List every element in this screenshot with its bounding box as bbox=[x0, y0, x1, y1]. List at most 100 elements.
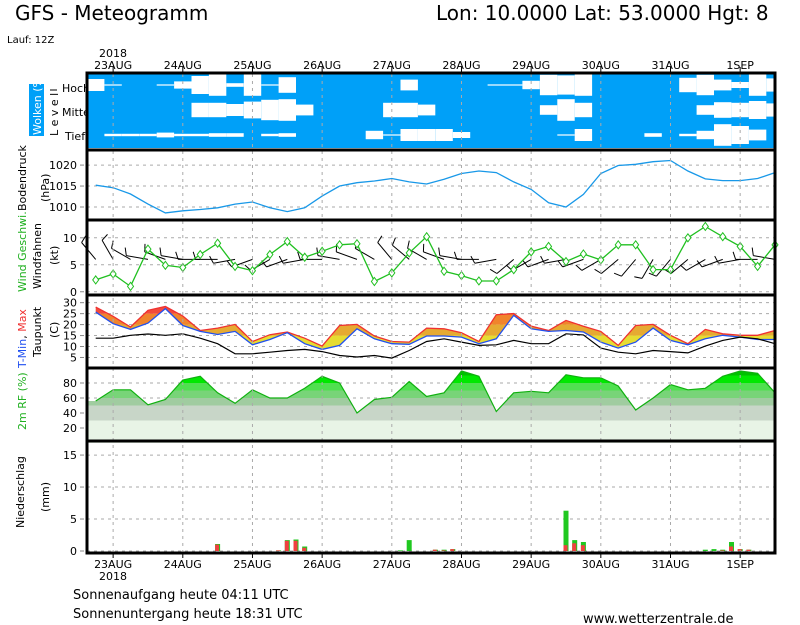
precip-conv-bar bbox=[284, 540, 289, 551]
wind-barb bbox=[423, 251, 445, 260]
wind-barb-feather bbox=[111, 240, 114, 249]
wind-speed-point bbox=[492, 276, 500, 286]
wind-speed-point bbox=[423, 231, 431, 242]
pressure-tick-label: 1010 bbox=[49, 201, 77, 214]
precip-total-bar bbox=[441, 549, 447, 551]
wind-barb-feather bbox=[175, 251, 179, 260]
wind-tick-label: 0 bbox=[70, 286, 77, 299]
precip-conv-bar bbox=[276, 550, 281, 551]
cloud-clear-hoch bbox=[278, 77, 296, 93]
date-label-top: 1SEP bbox=[726, 59, 754, 72]
precip-conv-bar bbox=[441, 550, 446, 551]
cloud-clear-hoch bbox=[731, 82, 749, 88]
date-label-bottom: 26AUG bbox=[303, 558, 341, 571]
cloud-clear-mittel bbox=[226, 104, 244, 116]
wind-speed-point bbox=[370, 276, 379, 287]
cloud-clear-mittel bbox=[296, 104, 314, 116]
cloud-clear-hoch bbox=[191, 76, 209, 94]
cloud-clear-tief bbox=[139, 133, 157, 137]
tmax-label: Max bbox=[16, 309, 29, 332]
page-title: GFS - Meteogramm bbox=[15, 1, 208, 25]
cloud-clear-tief bbox=[261, 133, 279, 137]
site-link[interactable]: www.wetterzentrale.de bbox=[583, 612, 733, 625]
wind-barb bbox=[544, 258, 567, 264]
precip-total-bar bbox=[711, 549, 717, 551]
tmax-line bbox=[95, 305, 776, 347]
cloud-clear-mittel bbox=[539, 105, 558, 115]
wind-barb-feather bbox=[316, 247, 319, 256]
wind-tick-label: 10 bbox=[63, 232, 77, 245]
cloud-clear-hoch bbox=[557, 75, 575, 95]
cloud-clear-hoch bbox=[574, 74, 593, 96]
grid bbox=[80, 164, 775, 552]
wind-barb bbox=[601, 259, 619, 274]
wind-barb bbox=[101, 240, 114, 260]
wind-barb bbox=[355, 247, 375, 260]
rh-tick-label: 20 bbox=[63, 422, 77, 435]
wind-speed-point bbox=[231, 261, 239, 272]
cloud-clear-tief bbox=[574, 129, 593, 141]
temp-unit-label: (C) bbox=[48, 322, 61, 338]
precip-total-bar bbox=[563, 510, 569, 551]
date-label-top: 30AUG bbox=[582, 59, 620, 72]
temp-tick-label: 25 bbox=[63, 308, 77, 321]
wind-speed-point bbox=[196, 249, 204, 260]
wind-barb-feather bbox=[732, 251, 737, 260]
date-label-bottom: 23AUG bbox=[94, 558, 132, 571]
precip-tick-label: 10 bbox=[63, 481, 77, 494]
pressure-unit-label: (hPa) bbox=[39, 174, 52, 202]
precip-tick-label: 0 bbox=[70, 545, 77, 558]
precip-conv-bar bbox=[729, 546, 733, 551]
cloud-clear-hoch bbox=[261, 84, 279, 86]
temp-axis-label: T-Min, Max bbox=[16, 309, 29, 369]
wind-barb-feather bbox=[648, 272, 657, 277]
wind-barb bbox=[81, 242, 97, 260]
cloud-clear-tief bbox=[191, 133, 209, 137]
cloud-clear-tief bbox=[679, 133, 697, 137]
cloud-clear-tief bbox=[278, 133, 296, 137]
cloud-clear-hoch bbox=[714, 79, 732, 91]
cloud-clear-tief bbox=[208, 133, 227, 137]
cloud-clear-mittel bbox=[748, 101, 767, 119]
cloud-clear-hoch bbox=[505, 84, 523, 86]
tmin-line bbox=[95, 307, 775, 351]
cloud-clear-hoch bbox=[243, 74, 262, 96]
rh-area-fill bbox=[87, 371, 775, 443]
wind-barb-feather bbox=[489, 268, 498, 274]
cloud-clear-hoch bbox=[156, 84, 175, 86]
temp-tick-label: 5 bbox=[70, 351, 77, 364]
location-info: Lon: 10.0000 Lat: 53.0000 Hgt: 8 bbox=[436, 1, 769, 25]
wind-barb bbox=[656, 259, 671, 277]
cloud-clear-hoch bbox=[679, 77, 697, 93]
wind-barb bbox=[670, 259, 689, 274]
temperature-band bbox=[95, 306, 775, 314]
date-label-top: 27AUG bbox=[373, 59, 411, 72]
dewpoint-line bbox=[95, 333, 776, 359]
date-label-top: 31AUG bbox=[651, 59, 689, 72]
wind-barb-feather bbox=[575, 264, 583, 271]
date-label-top: 29AUG bbox=[512, 59, 550, 72]
date-label-bottom: 31AUG bbox=[651, 558, 689, 571]
tick-labels: 1010101510200510510152025302040608005101… bbox=[49, 59, 754, 571]
pressure-line bbox=[95, 159, 776, 214]
pressure-axis-label: Bodendruck bbox=[16, 144, 29, 211]
pressure-tick-label: 1020 bbox=[49, 159, 77, 172]
wind-speed-point bbox=[614, 239, 622, 250]
wind-barb-feather bbox=[522, 260, 529, 268]
wind-speed-point bbox=[684, 232, 692, 243]
wind-speed-point bbox=[126, 281, 135, 292]
cloud-clear-tief bbox=[226, 133, 244, 137]
wind-barb-feather bbox=[613, 272, 622, 277]
cloud-clear-mittel bbox=[400, 102, 418, 118]
wind-speed-point bbox=[144, 244, 152, 254]
cloud-clear-hoch bbox=[104, 84, 122, 86]
cloud-clear-tief bbox=[174, 133, 192, 137]
precip-conv-bar bbox=[572, 543, 577, 551]
cloud-clear-tief bbox=[731, 126, 749, 144]
comma-label: , bbox=[16, 332, 29, 339]
wind-barb-feather bbox=[407, 240, 410, 249]
wind-barb bbox=[686, 258, 706, 271]
wind-barb-feather bbox=[438, 247, 441, 256]
cloud-clear-hoch bbox=[208, 74, 227, 96]
rh-tick-label: 80 bbox=[63, 377, 77, 390]
